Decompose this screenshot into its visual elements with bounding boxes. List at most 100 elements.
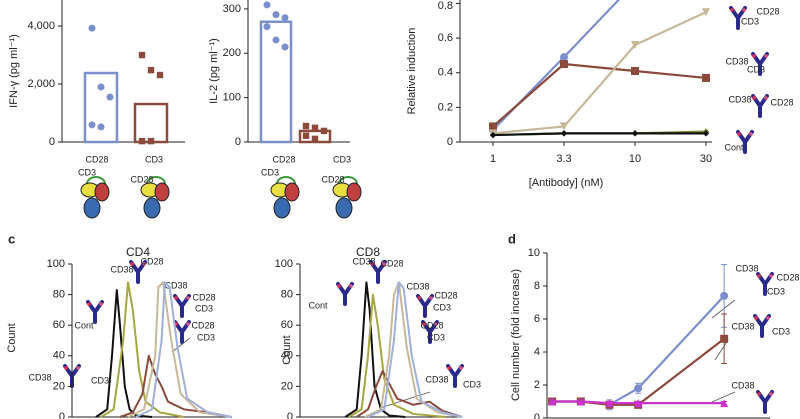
marker [720, 291, 729, 300]
marker [560, 60, 568, 69]
annotation: CD38 [728, 94, 751, 104]
y-axis-label: IL-2 (pg ml⁻¹) [208, 38, 220, 104]
marker [634, 384, 643, 393]
y-tick-label: 0.8 [438, 0, 453, 12]
x-tick-label: 30 [700, 153, 712, 165]
axis-line [459, 0, 712, 143]
marker [147, 137, 155, 145]
marker [702, 130, 710, 137]
y-tick-label: 0 [287, 411, 293, 419]
marker [489, 131, 497, 139]
annotation: CD3 [197, 332, 215, 342]
marker [320, 127, 328, 135]
annotation: CD3 [91, 375, 109, 385]
histogram-curve [119, 354, 233, 418]
marker [631, 130, 639, 137]
category-label: CD3 [333, 154, 351, 164]
annotation: CD28 [140, 256, 163, 266]
y-tick-label: 40 [53, 350, 65, 362]
marker [702, 73, 710, 82]
marker [281, 14, 289, 22]
marker [97, 123, 105, 131]
bar [133, 102, 169, 144]
y-tick-label: 200 [223, 47, 241, 59]
y-tick-label: 100 [223, 92, 241, 104]
y-axis-label: Count [281, 335, 293, 364]
y-tick-label: 20 [281, 380, 293, 392]
marker [272, 36, 280, 44]
annotation: CD38 [425, 374, 448, 384]
marker [702, 8, 710, 17]
marker [263, 1, 271, 9]
annotation: CD3 [767, 286, 785, 296]
y-tick-label: 0.2 [438, 101, 453, 113]
marker [634, 399, 643, 408]
y-tick-label: 20 [53, 380, 65, 392]
y-tick-label: 60 [281, 319, 293, 331]
marker [302, 132, 310, 139]
marker [548, 397, 557, 406]
annotation: CD38 [735, 263, 758, 273]
y-tick-label: 80 [53, 289, 65, 301]
y-tick-label: 2,000 [27, 78, 55, 90]
annotation: CD28 [191, 320, 214, 330]
decoration [62, 6, 775, 414]
annotation: CD28 [770, 97, 793, 107]
axis-line [546, 253, 770, 419]
histogram-curve [135, 281, 233, 418]
annotation: CD28 [434, 290, 457, 300]
y-axis-label: Cell number (fold increase) [510, 269, 522, 401]
marker [88, 24, 96, 32]
annotation: CD38 [725, 56, 748, 66]
annotation: CD38 [28, 372, 51, 382]
y-tick-label: 100 [275, 258, 293, 270]
histogram-curve [344, 281, 406, 418]
y-tick-label: 6 [534, 313, 540, 325]
category-label: CD3 [261, 167, 279, 177]
y-tick-label: 40 [281, 350, 293, 362]
annotation: CD38 [406, 281, 429, 291]
annotation: CD38 [352, 256, 375, 266]
marker [560, 53, 568, 62]
annotation: CD38 [164, 280, 187, 290]
y-tick-label: 60 [53, 319, 65, 331]
category-label: CD28 [130, 174, 153, 184]
marker [311, 124, 319, 131]
panel-label: d [508, 231, 516, 246]
marker [138, 51, 146, 59]
marker [97, 83, 105, 91]
y-tick-label: 8 [534, 280, 540, 292]
annotation: CD3 [433, 302, 451, 312]
chart-title: CD4 [126, 245, 150, 259]
y-tick-label: 0 [447, 136, 453, 148]
histogram-curve [356, 370, 463, 418]
category-label: CD28 [321, 174, 344, 184]
series-line [492, 132, 706, 137]
y-axis-label: IFN-γ (pg ml⁻¹) [8, 34, 20, 108]
y-tick-label: 0.6 [438, 32, 453, 44]
bar [259, 20, 293, 144]
annotation: CD38 [110, 264, 133, 274]
annotation: CD3 [195, 303, 213, 313]
annotation: CD28 [776, 272, 799, 282]
annotation: CD3 [747, 64, 765, 74]
y-axis-label: Count [6, 323, 18, 352]
bar [83, 71, 119, 144]
marker [138, 137, 146, 145]
histogram-curve [348, 293, 446, 418]
y-tick-label: 0 [49, 136, 55, 148]
annotation: CD3 [463, 379, 481, 389]
x-tick-label: 1 [490, 153, 496, 165]
histogram-curve [367, 281, 463, 418]
annotation: CD3 [772, 326, 790, 336]
marker [720, 334, 729, 343]
category-label: CD28 [85, 154, 108, 164]
marker [720, 399, 729, 408]
marker [311, 135, 319, 143]
histogram-curve [100, 281, 185, 418]
category-label: CD3 [145, 154, 163, 164]
y-axis-label: Relative induction [406, 28, 418, 115]
marker [281, 43, 289, 51]
